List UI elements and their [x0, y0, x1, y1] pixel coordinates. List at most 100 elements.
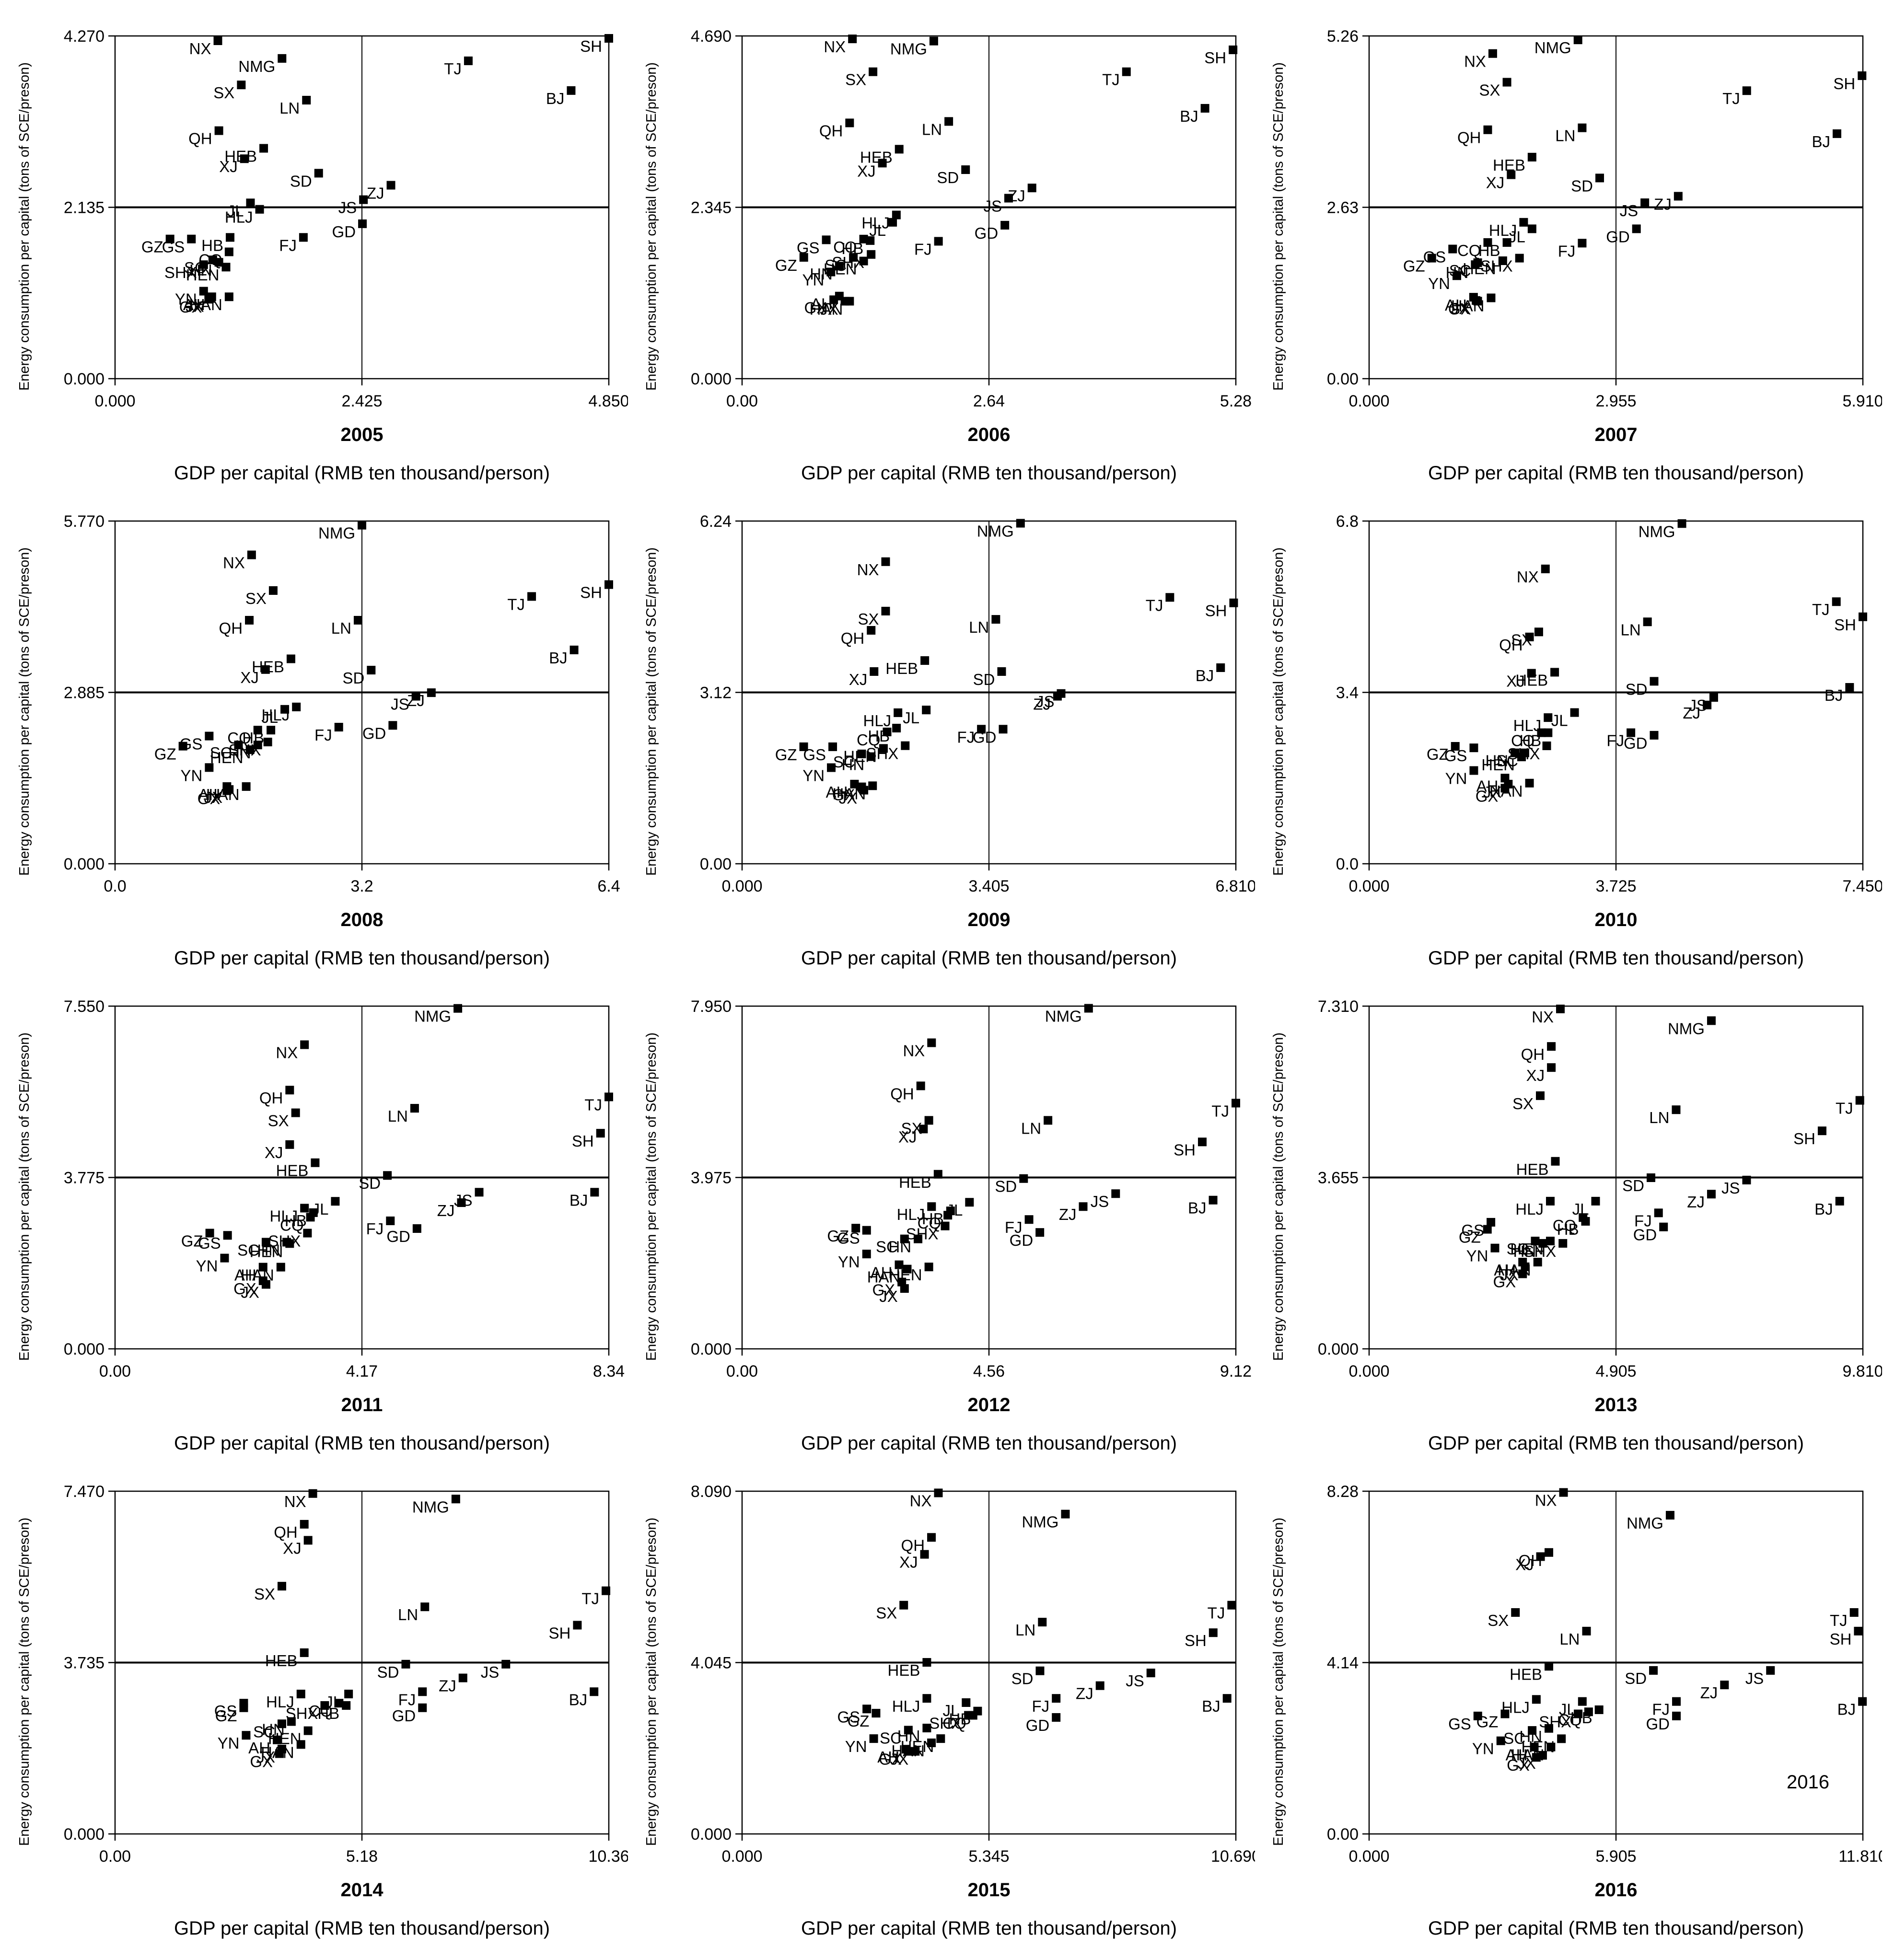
data-point-marker	[205, 1229, 214, 1238]
data-point-label: HN	[1485, 752, 1508, 770]
data-point-label: JL	[1551, 712, 1568, 730]
data-point-label: HN	[1519, 1728, 1542, 1745]
data-point-marker	[263, 737, 272, 746]
y-axis-label: Energy consumption per capital (tons of …	[17, 547, 32, 876]
y-tick-label: 8.090	[691, 1483, 732, 1501]
data-point-marker	[1547, 1042, 1556, 1051]
data-point-label: TJ	[1812, 601, 1830, 618]
data-point-label: SX	[254, 1585, 275, 1603]
scatter-panel: 0.0 3.2 6.4 0.000 2.885 5.770 2008 GDP per capi…	[5, 492, 628, 976]
data-point-label: SC	[1503, 1729, 1525, 1747]
data-point-marker	[420, 1602, 430, 1612]
data-point-label: SH	[549, 1624, 571, 1642]
data-point-marker	[1527, 669, 1536, 678]
x-tick-label: 7.450	[1842, 877, 1882, 895]
data-point-marker	[1035, 1666, 1045, 1675]
data-point-marker	[1538, 1239, 1547, 1248]
data-point-label: QH	[219, 619, 243, 637]
data-point-marker	[165, 234, 174, 244]
data-point-label: LN	[922, 120, 942, 138]
x-tick-label: 5.18	[346, 1847, 378, 1866]
x-axis-label: GDP per capital (RMB ten thousand/person…	[174, 948, 550, 969]
data-point-label: BJ	[549, 649, 568, 667]
data-point-marker	[922, 1724, 931, 1733]
data-point-marker	[1200, 104, 1209, 113]
data-point-label: HEN	[843, 747, 877, 765]
data-point-marker	[412, 1224, 421, 1233]
data-point-marker	[962, 1698, 971, 1707]
data-point-label: JL	[903, 709, 919, 727]
data-point-marker	[1533, 1258, 1542, 1267]
data-point-label: LN	[388, 1107, 408, 1125]
data-point-label: SH	[1205, 602, 1227, 620]
data-point-marker	[868, 781, 877, 790]
data-point-label: ZJ	[437, 1202, 455, 1219]
data-point-marker	[1574, 1709, 1583, 1718]
data-point-marker	[1016, 519, 1025, 528]
x-axis-label: GDP per capital (RMB ten thousand/person…	[801, 948, 1177, 969]
data-point-marker	[1498, 256, 1507, 265]
scatter-panel: 0.000 2.955 5.910 0.00 2.63 5.26 2007 GDP per c…	[1259, 7, 1883, 491]
data-point-marker	[1545, 1548, 1554, 1557]
data-point-marker	[277, 1719, 286, 1728]
data-point-label: GZ	[1427, 745, 1449, 763]
data-point-marker	[997, 667, 1006, 676]
data-point-label: GS	[162, 238, 185, 256]
data-point-label: HEN	[250, 1242, 283, 1260]
data-point-label: FJ	[914, 240, 932, 258]
data-point-marker	[1197, 1137, 1207, 1147]
y-tick-label: 6.8	[1336, 512, 1359, 531]
data-point-label: GD	[392, 1707, 416, 1725]
y-axis-label: Energy consumption per capital (tons of …	[1271, 62, 1286, 391]
data-point-label: JS	[1036, 693, 1055, 710]
data-point-label: SH	[1793, 1130, 1815, 1148]
data-point-label: HEB	[899, 1173, 931, 1191]
data-point-marker	[903, 1264, 912, 1274]
data-point-label: QH	[259, 1089, 283, 1107]
data-point-marker	[358, 219, 367, 228]
data-point-marker	[259, 144, 268, 153]
data-point-marker	[870, 667, 879, 676]
data-point-marker	[359, 195, 368, 204]
data-point-marker	[1518, 1269, 1527, 1278]
data-point-marker	[1053, 692, 1062, 701]
data-point-marker	[920, 1550, 929, 1559]
x-tick-label: 6.4	[597, 877, 620, 895]
data-point-marker	[527, 592, 536, 601]
x-axis-label: GDP per capital (RMB ten thousand/person…	[174, 1918, 550, 1939]
data-point-label: TJ	[584, 1096, 602, 1113]
x-axis-label: GDP per capital (RMB ten thousand/person…	[1428, 948, 1804, 969]
data-point-label: YN	[1428, 275, 1450, 292]
data-point-marker	[1538, 1751, 1547, 1760]
data-point-label: JS	[1721, 1179, 1740, 1197]
y-axis-label: Energy consumption per capital (tons of …	[644, 1032, 659, 1361]
data-point-marker	[596, 1129, 605, 1138]
scatter-panel: 0.000 3.405 6.810 0.00 3.12 6.24 2009 GDP per c…	[632, 492, 1256, 976]
data-point-marker	[1146, 1669, 1155, 1678]
data-point-marker	[224, 247, 233, 256]
data-point-label: NX	[910, 1492, 932, 1510]
data-point-label: BJ	[1825, 686, 1843, 704]
data-point-label: FJ	[1032, 1697, 1050, 1715]
data-point-label: SD	[1011, 1670, 1034, 1688]
data-point-marker	[1581, 1217, 1590, 1226]
data-point-marker	[927, 1533, 936, 1542]
data-point-label: CQ	[1457, 242, 1481, 259]
data-point-marker	[1511, 748, 1520, 757]
scatter-panel: 0.00 4.17 8.34 0.000 3.775 7.550 2011 GDP per c…	[5, 977, 628, 1461]
data-point-label: QH	[841, 629, 865, 647]
data-point-label: JL	[942, 1702, 959, 1719]
data-point-marker	[1052, 1694, 1061, 1703]
data-point-marker	[285, 1086, 294, 1095]
data-point-marker	[895, 1260, 904, 1269]
data-point-marker	[840, 297, 849, 306]
data-point-marker	[1537, 728, 1546, 737]
data-point-marker	[286, 654, 295, 663]
data-point-label: XJ	[283, 1539, 302, 1557]
data-point-label: SD	[1571, 177, 1593, 195]
data-point-marker	[904, 1726, 913, 1735]
data-point-marker	[296, 1690, 305, 1699]
data-point-label: XJ	[240, 669, 259, 686]
chart-title: 2006	[968, 424, 1011, 445]
